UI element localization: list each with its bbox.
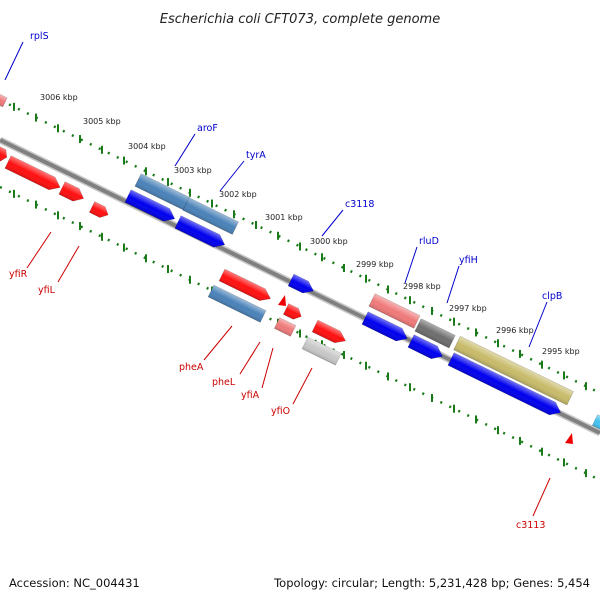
gene-feature	[273, 317, 297, 337]
leader-line-clpb	[528, 301, 548, 348]
leader-line-rpls	[4, 41, 24, 81]
gene-feature	[311, 319, 347, 344]
scale-label-2995-kbp: 2995 kbp	[542, 347, 580, 356]
gene-feature	[124, 189, 176, 222]
gene-feature	[182, 197, 239, 235]
gene-feature	[287, 273, 314, 294]
gene-feature	[591, 414, 600, 431]
gene-feature-small	[278, 295, 286, 306]
scale-label-3003-kbp: 3003 kbp	[174, 166, 212, 175]
gene-label-yfih: yfiH	[459, 255, 478, 266]
leader-line-c3118	[321, 209, 344, 237]
scale-label-2996-kbp: 2996 kbp	[496, 326, 534, 335]
scale-label-3005-kbp: 3005 kbp	[83, 117, 121, 126]
gene-label-tyra: tyrA	[246, 150, 266, 161]
scale-ring-inner	[0, 185, 600, 482]
gene-feature	[361, 311, 408, 342]
gene-feature	[218, 268, 271, 301]
gene-label-yfia: yfiA	[241, 390, 260, 401]
gene-feature	[407, 334, 443, 360]
scale-label-3000-kbp: 3000 kbp	[310, 237, 348, 246]
map-title: Escherichia coli CFT073, complete genome	[160, 12, 440, 27]
leader-line-phel	[239, 341, 261, 375]
leader-line-rlud	[404, 246, 418, 284]
scale-label-3004-kbp: 3004 kbp	[128, 142, 166, 151]
gene-label-phea: pheA	[179, 362, 204, 373]
accession-text: Accession: NC_004431	[9, 576, 140, 590]
gene-feature	[0, 145, 8, 162]
scale-label-2997-kbp: 2997 kbp	[449, 304, 487, 313]
gene-label-yfil: yfiL	[38, 285, 56, 296]
scale-labels: 3006 kbp 3005 kbp 3004 kbp 3003 kbp 3002 kbp…	[40, 93, 580, 356]
gene-feature-small	[565, 433, 573, 444]
gene-feature	[282, 303, 302, 320]
scale-ring-outer	[0, 98, 600, 395]
gene-feature	[207, 284, 267, 323]
gene-labels: rplS aroF tyrA c3118 rluD yfiH clpB yfiR yfiL phe…	[4, 31, 562, 531]
gene-feature	[368, 293, 421, 329]
gene-feature	[174, 215, 226, 248]
gene-features	[0, 93, 600, 444]
gene-feature	[58, 181, 84, 202]
gene-label-phel: pheL	[212, 377, 236, 388]
leader-line-c3113	[532, 477, 551, 517]
gene-feature	[301, 336, 342, 366]
gene-label-yfio: yfiO	[271, 406, 290, 417]
gene-label-clpb: clpB	[542, 291, 562, 302]
gene-feature	[4, 155, 61, 191]
gene-feature	[447, 352, 562, 416]
leader-line-tyra	[219, 160, 245, 192]
leader-line-arof	[174, 133, 196, 167]
gene-label-c3113: c3113	[516, 520, 545, 531]
leader-line-phea	[203, 325, 233, 361]
leader-line-yfil	[57, 245, 80, 283]
gene-label-yfir: yfiR	[9, 269, 28, 280]
scale-label-2999-kbp: 2999 kbp	[356, 260, 394, 269]
leader-line-yfih	[446, 265, 460, 304]
gene-label-rlud: rluD	[419, 236, 439, 247]
leader-line-yfir	[26, 231, 52, 269]
gene-label-arof: aroF	[197, 123, 218, 134]
gene-feature	[88, 201, 109, 218]
gene-feature	[453, 335, 574, 406]
leader-line-yfio	[292, 367, 313, 405]
gene-label-rpls: rplS	[30, 31, 49, 42]
scale-label-3002-kbp: 3002 kbp	[219, 190, 257, 199]
gene-feature	[0, 93, 8, 108]
topology-text: Topology: circular; Length: 5,231,428 bp…	[274, 576, 590, 590]
gene-feature	[414, 318, 456, 349]
gene-label-c3118: c3118	[345, 199, 374, 210]
scale-label-2998-kbp: 2998 kbp	[403, 282, 441, 291]
scale-label-3001-kbp: 3001 kbp	[265, 213, 303, 222]
scale-label-3006-kbp: 3006 kbp	[40, 93, 78, 102]
leader-line-yfia	[261, 347, 274, 389]
